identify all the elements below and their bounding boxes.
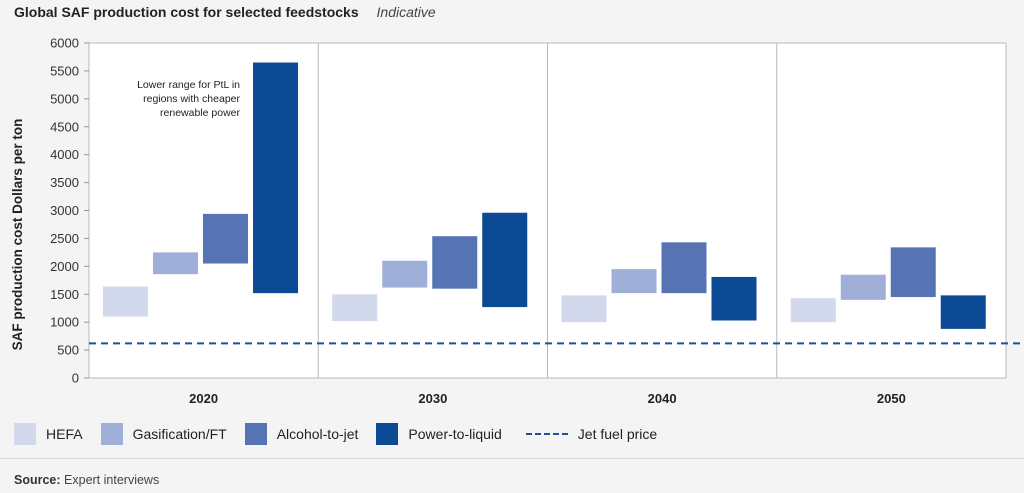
- y-axis-label: SAF production cost Dollars per ton: [10, 119, 25, 351]
- legend-item: Power-to-liquid: [376, 423, 502, 445]
- x-category-label: 2030: [418, 391, 447, 406]
- chart-subtitle: Indicative: [376, 4, 436, 20]
- bar-hefa-2040: [561, 295, 607, 323]
- bar-hefa-2030: [332, 294, 378, 322]
- y-tick-label: 0: [72, 371, 79, 386]
- chart-title-row: Global SAF production cost for selected …: [14, 4, 436, 20]
- y-tick-label: 500: [57, 343, 79, 358]
- bar-alcohol-to-jet-2030: [432, 236, 478, 289]
- legend-swatch: [244, 423, 267, 445]
- chart-plot: 0 500 1000 1500 2000 2500 3000 3500 4000 4500 5000…: [10, 36, 1020, 406]
- bar-power-to-liquid-2050: [940, 295, 986, 329]
- y-tick-label: 3500: [50, 175, 79, 190]
- bar-alcohol-to-jet-2040: [661, 242, 707, 294]
- bar-alcohol-to-jet-2020: [203, 213, 248, 264]
- divider: [0, 458, 1024, 459]
- annotation-line: regions with cheaper: [143, 93, 240, 105]
- y-tick-label: 4500: [50, 119, 79, 134]
- y-tick-label: 6000: [50, 36, 79, 51]
- x-category-label: 2040: [648, 391, 677, 406]
- bar-alcohol-to-jet-2050: [890, 247, 936, 298]
- bar-power-to-liquid-2030: [482, 212, 528, 308]
- source-text: Expert interviews: [64, 473, 160, 487]
- y-tick-label: 2000: [50, 259, 79, 274]
- legend-item: Alcohol-to-jet: [244, 423, 359, 445]
- ptl-annotation: Lower range for PtL in regions with cheap…: [137, 79, 240, 119]
- legend-item: HEFA: [14, 423, 83, 445]
- source-note: Source: Expert interviews: [14, 473, 159, 487]
- annotation-line: renewable power: [160, 107, 240, 119]
- y-tick-label: 4000: [50, 147, 79, 162]
- y-tick-label: 3000: [50, 203, 79, 218]
- bar-gasification-ft-2040: [611, 269, 657, 294]
- y-tick-label: 5500: [50, 63, 79, 78]
- bar-hefa-2020: [103, 286, 148, 317]
- legend-label: Gasification/FT: [132, 426, 227, 442]
- x-category-label: 2050: [877, 391, 906, 406]
- legend-item: Gasification/FT: [100, 423, 227, 445]
- bar-power-to-liquid-2040: [711, 276, 757, 321]
- source-label: Source:: [14, 473, 61, 487]
- chart-title: Global SAF production cost for selected …: [14, 4, 359, 20]
- bar-gasification-ft-2050: [840, 274, 886, 300]
- chart-legend: HEFA Gasification/FT Alcohol-to-jet Power-t…: [14, 423, 675, 445]
- legend-swatch: [14, 423, 36, 445]
- y-tick-label: 5000: [50, 91, 79, 106]
- legend-label: Alcohol-to-jet: [276, 426, 359, 442]
- y-tick-label: 1500: [50, 287, 79, 302]
- legend-label: Jet fuel price: [577, 426, 658, 442]
- legend-item: Jet fuel price: [520, 426, 657, 442]
- annotation-line: Lower range for PtL in: [137, 79, 240, 91]
- bar-gasification-ft-2030: [382, 260, 428, 288]
- bar-hefa-2050: [790, 298, 836, 323]
- legend-swatch: [100, 423, 123, 445]
- bar-gasification-ft-2020: [153, 252, 198, 275]
- legend-label: HEFA: [46, 426, 83, 442]
- legend-swatch: [376, 423, 399, 445]
- y-tick-label: 2500: [50, 231, 79, 246]
- legend-dashed-line-swatch: [525, 433, 568, 435]
- y-tick-label: 1000: [50, 315, 79, 330]
- legend-label: Power-to-liquid: [408, 426, 502, 442]
- x-category-label: 2020: [189, 391, 218, 406]
- bar-power-to-liquid-2020: [253, 62, 298, 294]
